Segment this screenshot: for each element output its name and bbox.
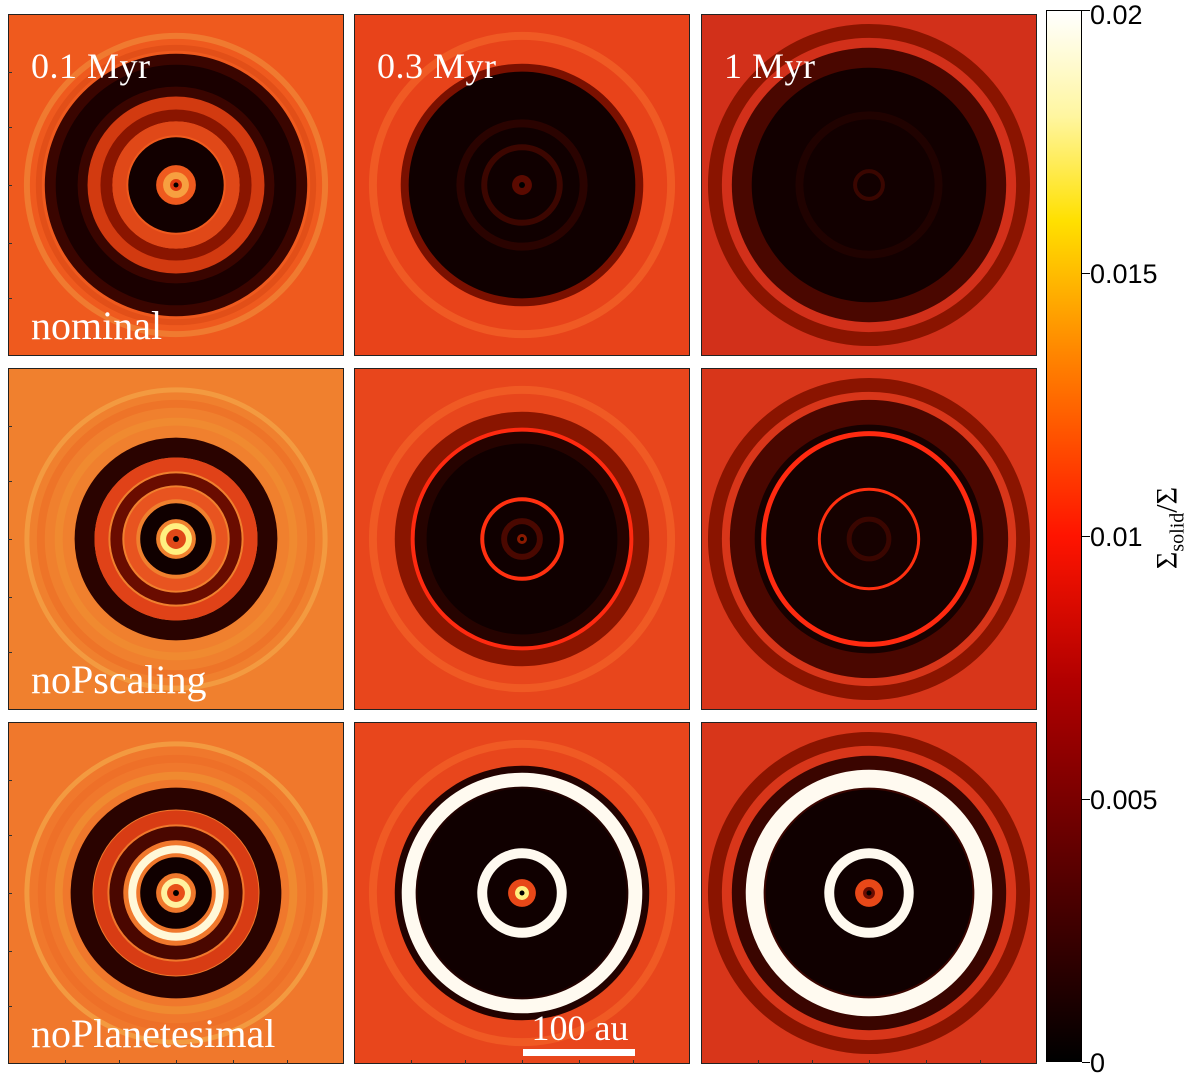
axis-tick — [8, 597, 12, 599]
axis-tick — [8, 126, 12, 128]
model-label: noPlanetesimal — [31, 1011, 276, 1056]
time-label: 0.1 Myr — [31, 46, 151, 86]
axis-tick — [8, 651, 12, 653]
axis-tick — [8, 297, 12, 299]
colorbar-tick — [1082, 273, 1090, 274]
panel-noPscaling-0.3myr — [354, 368, 690, 710]
colorbar-title-main: Σ — [1150, 551, 1184, 570]
axis-tick — [8, 243, 12, 245]
axis-tick — [579, 1060, 581, 1064]
colorbar-tick-label: 0.005 — [1090, 785, 1158, 815]
axis-tick — [811, 1060, 813, 1064]
panel-noPscaling-0.1myr: noPscaling — [8, 368, 344, 710]
colorbar-tick — [1082, 1062, 1090, 1063]
panel-nominal-1myr: 1 Myr — [701, 14, 1037, 356]
axis-tick — [65, 1060, 67, 1064]
axis-tick — [926, 1060, 928, 1064]
axis-tick — [8, 185, 12, 186]
axis-tick — [8, 539, 12, 540]
panel-noPlanetesimal-0.3myr: 100 au — [354, 722, 690, 1064]
heatmap-image — [355, 369, 689, 709]
colorbar-tick-label: 0.015 — [1090, 259, 1158, 289]
axis-tick — [118, 1060, 120, 1064]
colorbar-tick — [1082, 799, 1090, 800]
axis-tick — [758, 1060, 760, 1064]
model-label: nominal — [31, 303, 163, 348]
axis-tick — [979, 1060, 981, 1064]
colorbar-title: Σsolid/Σ — [1151, 487, 1190, 569]
heatmap-image — [702, 369, 1036, 709]
axis-tick — [8, 951, 12, 953]
axis-tick — [8, 72, 12, 74]
panel-noPlanetesimal-1myr — [701, 722, 1037, 1064]
heatmap-image — [702, 15, 1036, 355]
axis-tick — [464, 1060, 466, 1064]
colorbar-tick — [1082, 536, 1090, 537]
heatmap-image — [702, 723, 1036, 1063]
axis-tick — [8, 1005, 12, 1007]
heatmap-image — [9, 15, 343, 355]
axis-tick — [286, 1060, 288, 1064]
scale-bar — [523, 1049, 635, 1056]
scale-bar-label: 100 au — [531, 1008, 629, 1048]
axis-tick — [8, 426, 12, 428]
model-label: noPscaling — [31, 657, 207, 702]
axis-tick — [8, 780, 12, 782]
colorbar-tick-label: 0 — [1090, 1048, 1106, 1078]
colorbar-tick-label: 0.01 — [1090, 522, 1143, 552]
colorbar-tick-label: 0.02 — [1090, 0, 1143, 30]
heatmap-image — [355, 15, 689, 355]
axis-tick — [869, 1060, 870, 1064]
colorbar-tick — [1082, 10, 1090, 11]
colorbar-title-tail: /Σ — [1150, 486, 1184, 513]
colorbar — [1046, 10, 1082, 1062]
axis-tick — [8, 893, 12, 894]
panel-nominal-0.1myr: 0.1 Myr nominal — [8, 14, 344, 356]
panel-noPscaling-1myr — [701, 368, 1037, 710]
axis-tick — [522, 1060, 523, 1064]
axis-tick — [8, 834, 12, 836]
axis-tick — [411, 1060, 413, 1064]
panel-noPlanetesimal-0.1myr: noPlanetesimal — [8, 722, 344, 1064]
time-label: 1 Myr — [724, 46, 816, 86]
heatmap-image — [9, 723, 343, 1063]
heatmap-image — [355, 723, 689, 1063]
axis-tick — [8, 480, 12, 482]
axis-tick — [233, 1060, 235, 1064]
time-label: 0.3 Myr — [377, 46, 497, 86]
panel-nominal-0.3myr: 0.3 Myr — [354, 14, 690, 356]
heatmap-image — [9, 369, 343, 709]
axis-tick — [632, 1060, 634, 1064]
colorbar-title-sub: solid — [1166, 512, 1189, 552]
axis-tick — [176, 1060, 177, 1064]
